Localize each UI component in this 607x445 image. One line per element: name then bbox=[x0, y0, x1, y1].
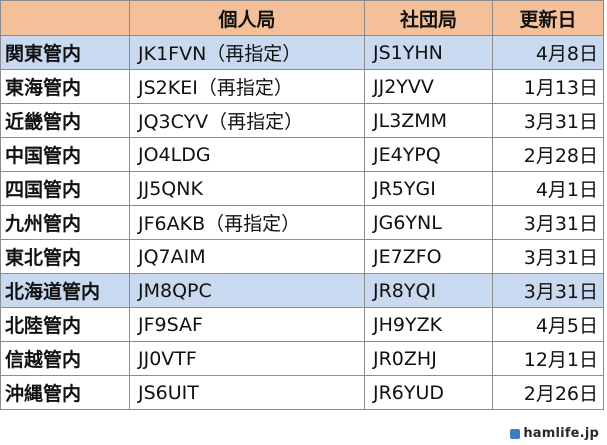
header-personal-station: 個人局 bbox=[129, 0, 365, 36]
table-row: 中国管内 JO4LDG JE4YPQ 2月28日 bbox=[0, 137, 604, 172]
personal-callsign-cell: JO4LDG bbox=[129, 137, 365, 172]
header-club-station: 社団局 bbox=[364, 0, 493, 36]
region-cell: 沖縄管内 bbox=[0, 375, 130, 410]
personal-callsign-cell: JQ7AIM bbox=[129, 239, 365, 274]
update-date-cell: 2月26日 bbox=[492, 375, 604, 410]
table-row: 沖縄管内 JS6UIT JR6YUD 2月26日 bbox=[0, 375, 604, 410]
update-date-cell: 3月31日 bbox=[492, 103, 604, 138]
watermark-text: hamlife.jp bbox=[523, 426, 599, 441]
table-row: 関東管内 JK1FVN（再指定） JS1YHN 4月8日 bbox=[0, 35, 604, 70]
table-row: 信越管内 JJ0VTF JR0ZHJ 12月1日 bbox=[0, 341, 604, 376]
region-cell: 中国管内 bbox=[0, 137, 130, 172]
personal-callsign-cell: JQ3CYV（再指定） bbox=[129, 103, 365, 138]
table-row: 東北管内 JQ7AIM JE7ZFO 3月31日 bbox=[0, 239, 604, 274]
personal-callsign-cell: JJ0VTF bbox=[129, 341, 365, 376]
club-callsign-cell: JR8YQI bbox=[364, 273, 493, 308]
region-cell: 九州管内 bbox=[0, 205, 130, 240]
club-callsign-cell: JR0ZHJ bbox=[364, 341, 493, 376]
update-date-cell: 3月31日 bbox=[492, 273, 604, 308]
update-date-cell: 4月5日 bbox=[492, 307, 604, 342]
update-date-cell: 4月8日 bbox=[492, 35, 604, 70]
region-cell: 東北管内 bbox=[0, 239, 130, 274]
region-cell: 関東管内 bbox=[0, 35, 130, 70]
update-date-cell: 2月28日 bbox=[492, 137, 604, 172]
table-header-row: 個人局 社団局 更新日 bbox=[0, 0, 604, 36]
club-callsign-cell: JS1YHN bbox=[364, 35, 493, 70]
region-cell: 信越管内 bbox=[0, 341, 130, 376]
update-date-cell: 3月31日 bbox=[492, 239, 604, 274]
personal-callsign-cell: JF6AKB（再指定） bbox=[129, 205, 365, 240]
club-callsign-cell: JJ2YVV bbox=[364, 69, 493, 104]
club-callsign-cell: JE7ZFO bbox=[364, 239, 493, 274]
region-cell: 北陸管内 bbox=[0, 307, 130, 342]
update-date-cell: 1月13日 bbox=[492, 69, 604, 104]
hamlife-logo-icon bbox=[510, 428, 521, 439]
personal-callsign-cell: JK1FVN（再指定） bbox=[129, 35, 365, 70]
table-row: 近畿管内 JQ3CYV（再指定） JL3ZMM 3月31日 bbox=[0, 103, 604, 138]
club-callsign-cell: JE4YPQ bbox=[364, 137, 493, 172]
update-date-cell: 12月1日 bbox=[492, 341, 604, 376]
region-cell: 四国管内 bbox=[0, 171, 130, 206]
update-date-cell: 3月31日 bbox=[492, 205, 604, 240]
header-update-date: 更新日 bbox=[492, 0, 604, 36]
club-callsign-cell: JR6YUD bbox=[364, 375, 493, 410]
personal-callsign-cell: JS2KEI（再指定） bbox=[129, 69, 365, 104]
table-row: 北海道管内 JM8QPC JR8YQI 3月31日 bbox=[0, 273, 604, 308]
table-row: 九州管内 JF6AKB（再指定） JG6YNL 3月31日 bbox=[0, 205, 604, 240]
personal-callsign-cell: JM8QPC bbox=[129, 273, 365, 308]
club-callsign-cell: JH9YZK bbox=[364, 307, 493, 342]
region-cell: 北海道管内 bbox=[0, 273, 130, 308]
table-row: 北陸管内 JF9SAF JH9YZK 4月5日 bbox=[0, 307, 604, 342]
club-callsign-cell: JG6YNL bbox=[364, 205, 493, 240]
update-date-cell: 4月1日 bbox=[492, 171, 604, 206]
header-region bbox=[0, 0, 130, 36]
region-cell: 東海管内 bbox=[0, 69, 130, 104]
region-cell: 近畿管内 bbox=[0, 103, 130, 138]
callsign-table: 個人局 社団局 更新日 関東管内 JK1FVN（再指定） JS1YHN 4月8日 東海管… bbox=[0, 0, 604, 410]
club-callsign-cell: JL3ZMM bbox=[364, 103, 493, 138]
table-row: 四国管内 JJ5QNK JR5YGI 4月1日 bbox=[0, 171, 604, 206]
watermark: hamlife.jp bbox=[510, 426, 599, 441]
table-row: 東海管内 JS2KEI（再指定） JJ2YVV 1月13日 bbox=[0, 69, 604, 104]
personal-callsign-cell: JJ5QNK bbox=[129, 171, 365, 206]
personal-callsign-cell: JF9SAF bbox=[129, 307, 365, 342]
club-callsign-cell: JR5YGI bbox=[364, 171, 493, 206]
personal-callsign-cell: JS6UIT bbox=[129, 375, 365, 410]
